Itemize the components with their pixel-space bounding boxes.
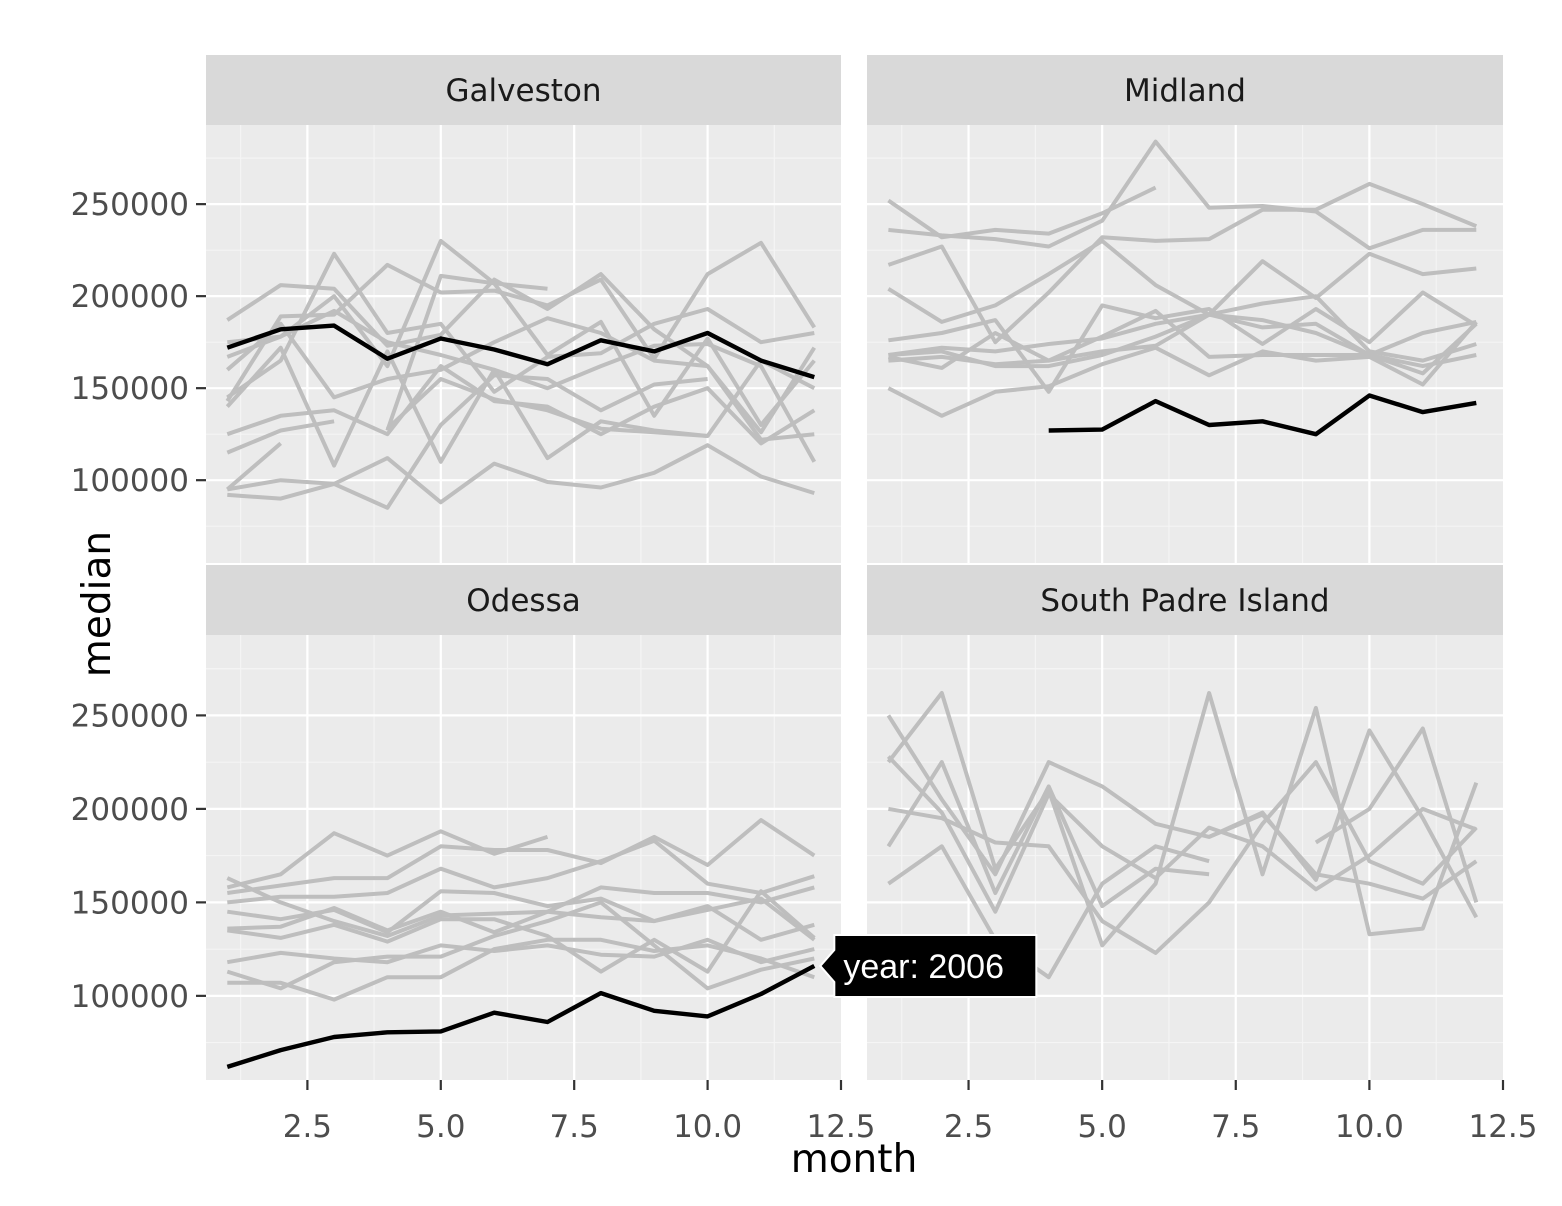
series-line-background [1208, 812, 1478, 901]
panel-background [867, 125, 1503, 563]
series-line-background [888, 290, 1478, 394]
facet-strip-label: South Padre Island [1040, 583, 1329, 619]
x-tick-label: 10.0 [673, 1109, 742, 1145]
series-line-background [226, 443, 815, 505]
y-tick-label: 100000 [71, 463, 189, 499]
facet-strip [867, 55, 1503, 125]
x-tick-label: 2.5 [944, 1109, 993, 1145]
y-tick-label: 200000 [71, 279, 189, 315]
facet-panels: Galveston Midland Odessa South Padre Island [206, 55, 1503, 1080]
series-line-background [226, 937, 815, 965]
series-line-background [225, 345, 816, 468]
panel-background [206, 125, 841, 563]
series-line-background [887, 181, 1478, 345]
x-tick-label: 7.5 [550, 1109, 599, 1145]
series-line-background [226, 900, 815, 991]
y-axis-title: median [75, 531, 120, 677]
series-line-background [886, 760, 1210, 909]
facet-strip [867, 565, 1503, 635]
facet-midland: Midland [867, 55, 1503, 563]
series-line-background [227, 838, 815, 905]
series-line-background [226, 876, 815, 938]
series-line-background [226, 251, 815, 400]
series-line-background [227, 937, 815, 1002]
facet-galveston: Galveston [206, 55, 841, 563]
series-line-background [386, 377, 708, 438]
series-line-background [887, 320, 1478, 418]
y-tick-label: 100000 [71, 979, 189, 1015]
y-tick-label: 200000 [71, 792, 189, 828]
series-line-background [888, 139, 1477, 251]
hover-tooltip: year: 2006 [818, 933, 1038, 998]
tooltip-text: year: 2006 [843, 948, 1004, 986]
series-line-background [888, 760, 1478, 955]
series-line-background [888, 312, 1477, 369]
series-group [226, 818, 816, 1069]
series-group [225, 238, 817, 510]
x-tick-label: 12.5 [806, 1109, 875, 1145]
axes: 100000 150000 200000 250000 100000 150000 2000… [71, 187, 1538, 1145]
series-group [887, 139, 1478, 437]
series-line-background [226, 419, 335, 455]
series-line-background [226, 829, 549, 890]
facet-strip [206, 55, 841, 125]
x-tick-label: 5.0 [416, 1109, 465, 1145]
y-tick-label: 150000 [71, 885, 189, 921]
facet-strip-label: Galveston [446, 73, 602, 109]
panel-background [867, 635, 1503, 1080]
series-group [886, 691, 1479, 980]
series-line-background [226, 238, 816, 427]
tooltip-box [818, 933, 1038, 998]
facet-south-padre-island: South Padre Island [867, 565, 1503, 1080]
series-line-highlight[interactable] [226, 323, 815, 380]
series-line-background [887, 238, 1477, 324]
series-line-background [225, 316, 815, 442]
x-tick-label: 10.0 [1335, 1109, 1404, 1145]
y-tick-label: 250000 [71, 187, 189, 223]
x-tick-label: 5.0 [1078, 1109, 1127, 1145]
y-tick-label: 250000 [71, 698, 189, 734]
x-tick-label: 7.5 [1211, 1109, 1260, 1145]
x-tick-label: 12.5 [1468, 1109, 1537, 1145]
series-line-background [886, 714, 1479, 919]
series-line-background [385, 273, 548, 432]
series-line-background [227, 818, 816, 895]
series-line-background [888, 312, 1477, 357]
series-line-highlight[interactable] [1048, 393, 1477, 437]
series-line-background [225, 441, 283, 491]
facet-strip [206, 565, 841, 635]
facet-strip-label: Odessa [466, 583, 580, 619]
x-tick-label: 2.5 [283, 1109, 332, 1145]
series-line-background [227, 904, 815, 942]
y-tick-label: 150000 [71, 371, 189, 407]
facet-strip-label: Midland [1124, 73, 1246, 109]
facet-odessa: Odessa [206, 565, 841, 1080]
series-line-background [227, 373, 708, 510]
x-axis-title: month [791, 1137, 918, 1182]
series-line-background [1314, 726, 1479, 903]
series-line-highlight[interactable] [226, 963, 816, 1069]
series-line-background [887, 844, 1210, 980]
